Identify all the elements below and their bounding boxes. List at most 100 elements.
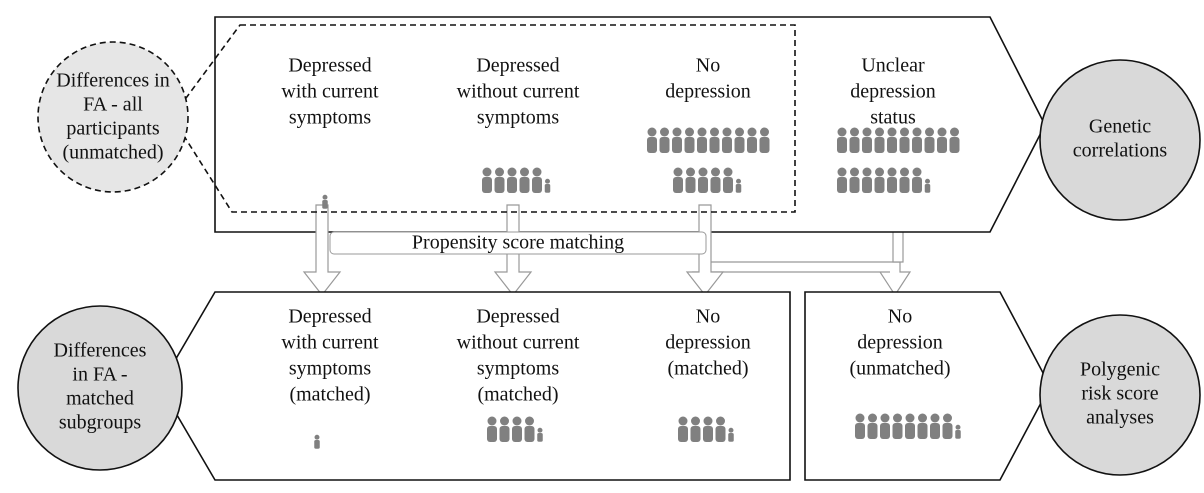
person-icon	[905, 413, 915, 439]
person-icon	[709, 127, 720, 153]
group-label: Depressed	[476, 55, 559, 77]
group-label: depression	[850, 81, 936, 103]
circle-label: correlations	[1073, 140, 1168, 162]
person-icon	[937, 127, 947, 153]
group-label: without current	[457, 81, 580, 103]
group-label: depression	[665, 332, 751, 354]
circle-label: (unmatched)	[62, 142, 163, 164]
person-icon	[659, 127, 670, 153]
person-icon	[917, 413, 928, 439]
person-icon	[728, 427, 734, 442]
arrow	[892, 227, 904, 263]
group-label: (matched)	[289, 384, 370, 406]
circle-label: Polygenic	[1080, 359, 1160, 381]
person-icon	[924, 178, 931, 193]
person-icon	[955, 424, 961, 439]
group-label: symptoms	[477, 358, 559, 380]
person-icon	[519, 167, 530, 193]
person-icon	[759, 127, 770, 153]
person-icon	[849, 167, 860, 193]
group-label: (matched)	[667, 358, 748, 380]
person-icon	[722, 127, 732, 153]
circle	[1039, 59, 1201, 221]
person-icon	[487, 416, 497, 442]
person-icon	[684, 127, 695, 153]
group-label: Unclear	[861, 55, 925, 77]
person-icon	[837, 167, 847, 193]
person-icon	[837, 127, 847, 153]
person-icon	[314, 434, 320, 449]
circle	[17, 305, 183, 471]
person-icon	[912, 127, 922, 153]
person-icon	[690, 416, 701, 442]
person-icon	[867, 413, 878, 439]
person-icon	[715, 416, 726, 442]
group-label: without current	[457, 332, 580, 354]
person-icon	[880, 413, 890, 439]
person-icon	[544, 178, 551, 193]
person-icon	[874, 127, 885, 153]
person-icon	[930, 413, 940, 439]
person-icon	[703, 416, 713, 442]
arrow	[302, 204, 342, 296]
group-label: Depressed	[288, 306, 371, 328]
person-icon	[494, 167, 505, 193]
person-icon	[924, 127, 935, 153]
person-icon	[507, 167, 517, 193]
group-label: depression	[665, 81, 751, 103]
person-icon	[912, 167, 922, 193]
person-icon	[647, 127, 657, 153]
circle-label: FA - all	[83, 94, 143, 116]
group-label: Depressed	[476, 306, 559, 328]
person-icon	[735, 178, 742, 193]
layout	[17, 16, 1201, 481]
group-label: symptoms	[477, 107, 559, 129]
circle-label: risk score	[1081, 383, 1158, 405]
person-icon	[855, 413, 865, 439]
person-icon	[723, 167, 733, 193]
person-icon	[499, 416, 510, 442]
circle-label: participants	[66, 118, 160, 140]
person-icon	[673, 167, 683, 193]
circle-label: Differences in	[56, 70, 169, 92]
person-icon	[537, 427, 543, 442]
person-icon	[874, 167, 885, 193]
matching-box	[329, 231, 707, 255]
person-icon	[672, 127, 682, 153]
person-icon	[697, 127, 707, 153]
person-icon	[512, 416, 522, 442]
person-icon	[532, 167, 542, 193]
person-icon	[849, 127, 860, 153]
matching-label: Propensity score matching	[412, 232, 624, 254]
person-icon	[678, 416, 688, 442]
person-icon	[685, 167, 696, 193]
person-icon	[698, 167, 708, 193]
circle-label: Differences	[54, 340, 147, 362]
person-icon	[322, 194, 328, 209]
group-label: with current	[281, 332, 379, 354]
group-label: Depressed	[288, 55, 371, 77]
person-icon	[482, 167, 492, 193]
group-label: No	[696, 306, 720, 328]
person-icon	[747, 127, 757, 153]
dashed-group	[171, 24, 796, 213]
group-label: No	[696, 55, 720, 77]
circle-label: Genetic	[1089, 116, 1151, 138]
top-box	[214, 16, 1046, 233]
circle-label: analyses	[1086, 407, 1154, 429]
circle-label: matched	[66, 388, 134, 410]
group-label: (matched)	[477, 384, 558, 406]
person-icon	[862, 127, 872, 153]
person-icon	[892, 413, 903, 439]
person-icon	[942, 413, 953, 439]
person-icon	[734, 127, 745, 153]
circle	[1039, 314, 1201, 476]
group-label: symptoms	[289, 107, 371, 129]
bottom-box	[804, 291, 1051, 481]
circle-label: in FA -	[72, 364, 127, 386]
group-label: depression	[857, 332, 943, 354]
person-icon	[899, 127, 910, 153]
person-icon	[862, 167, 872, 193]
dashed-circle	[37, 41, 189, 193]
